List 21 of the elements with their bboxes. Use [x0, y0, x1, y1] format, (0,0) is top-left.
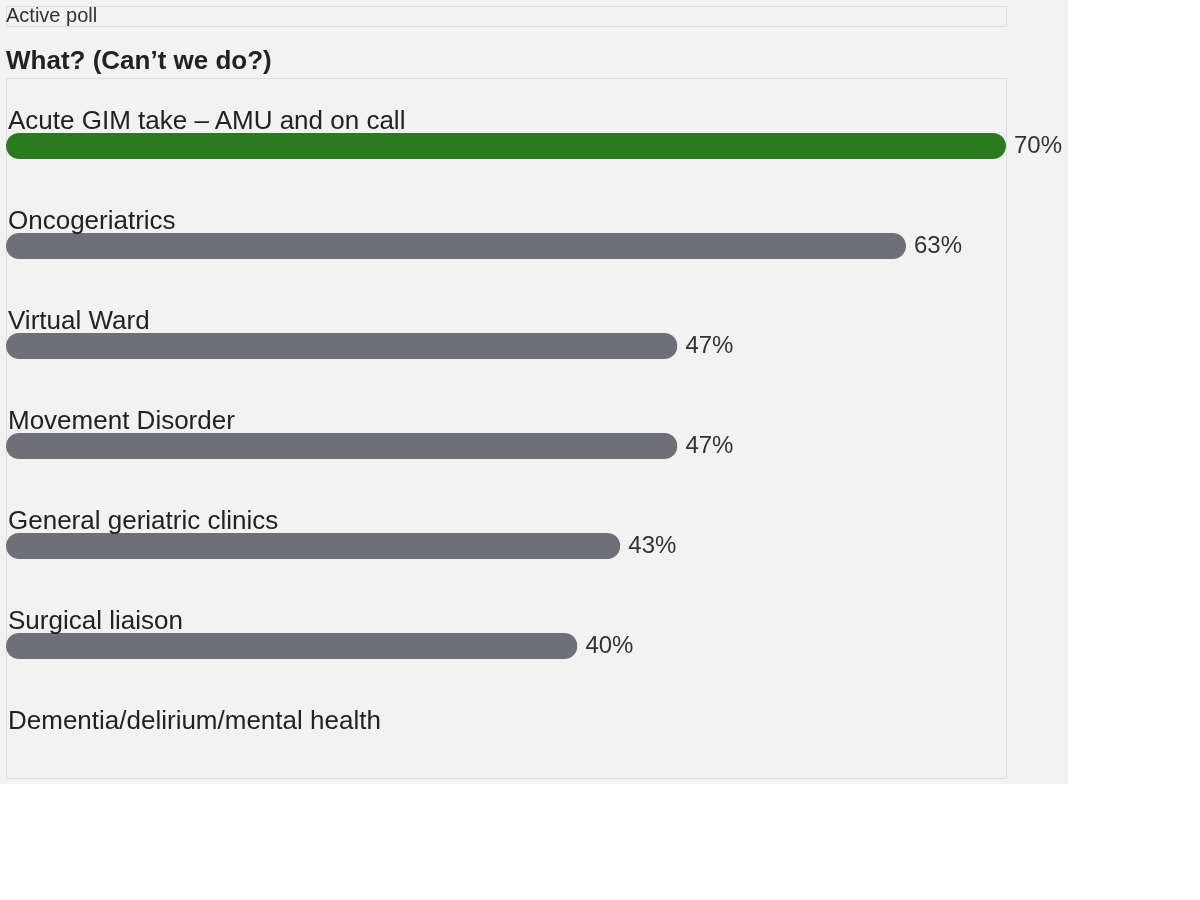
data-label: 63% [914, 231, 963, 258]
y-tick-label: General geriatric clinics [8, 505, 279, 535]
bar [6, 133, 1006, 159]
data-label: 70% [1014, 131, 1063, 158]
data-label: 47% [685, 331, 734, 358]
y-tick-label: Surgical liaison [8, 605, 183, 635]
bar [6, 433, 678, 459]
bar [6, 233, 906, 259]
text: Active poll [6, 4, 98, 26]
data-label: 43% [628, 531, 677, 558]
data-label: 40% [585, 631, 634, 658]
y-tick-label: Virtual Ward [8, 305, 150, 335]
y-tick-label: Acute GIM take – AMU and on call [8, 105, 406, 135]
data-label: 47% [685, 431, 734, 458]
y-tick-label: Dementia/delirium/mental health [8, 705, 381, 735]
y-tick-label: Oncogeriatrics [8, 205, 176, 235]
chart-title: What? (Can’t we do?) [6, 45, 272, 75]
y-tick-label: Movement Disorder [8, 405, 236, 435]
bar [6, 633, 578, 659]
bar [6, 333, 678, 359]
bar [6, 533, 621, 559]
